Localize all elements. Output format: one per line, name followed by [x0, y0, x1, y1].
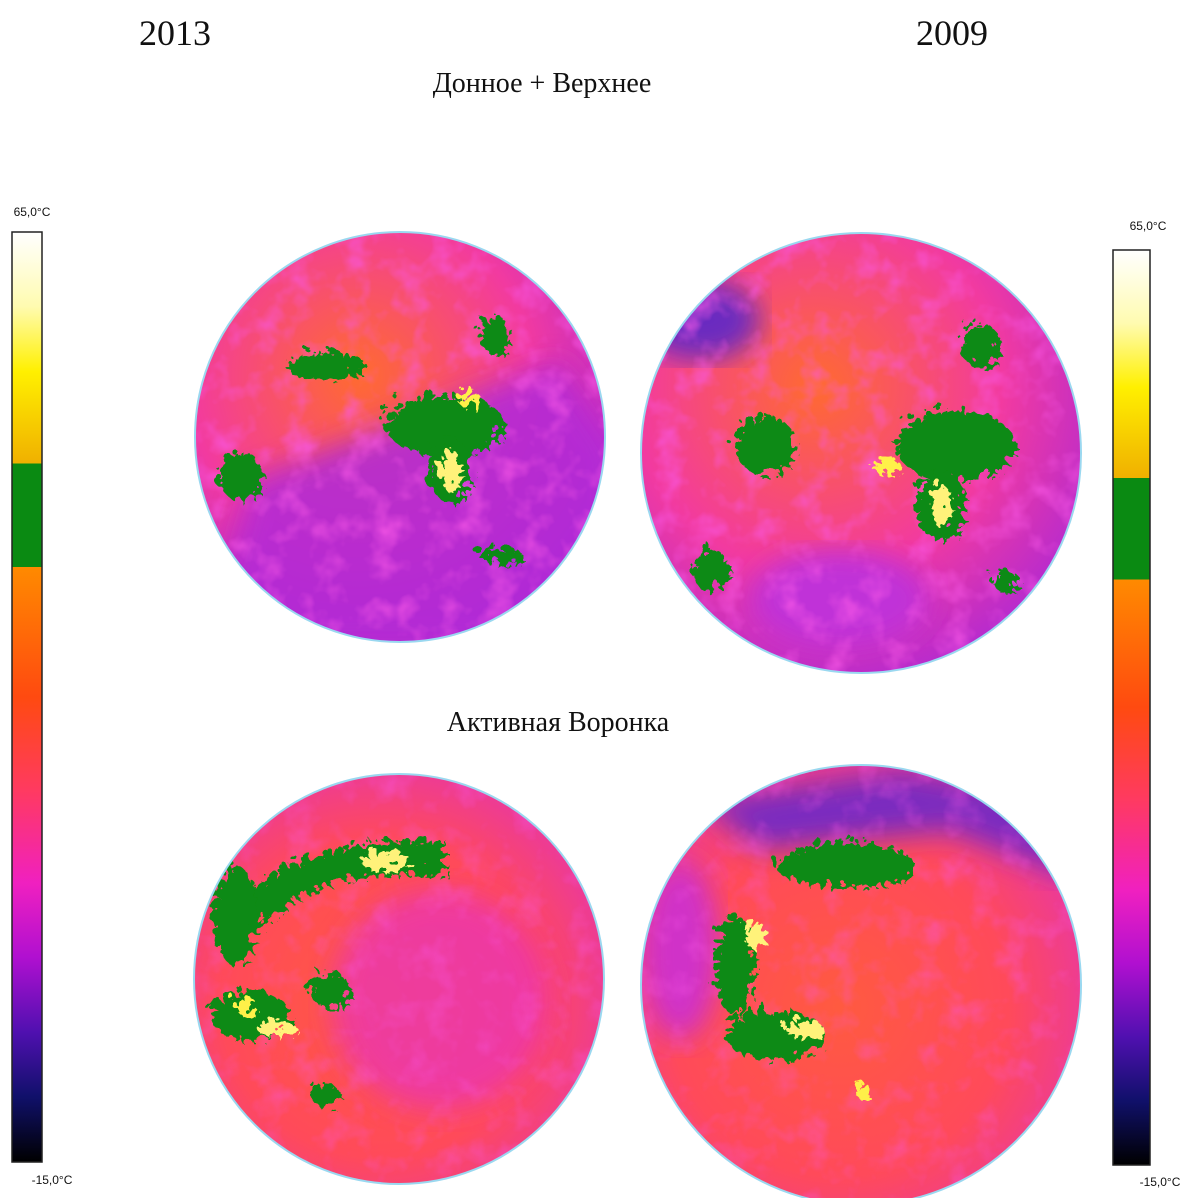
scale-min-label: -15,0°C [1140, 1175, 1181, 1189]
color-scale [12, 232, 42, 1162]
year-label: 2009 [916, 13, 988, 53]
scale-max-label: 65,0°C [14, 205, 51, 219]
row-title: Активная Воронка [447, 707, 670, 738]
year-label: 2013 [139, 13, 211, 53]
thermal-image [195, 232, 620, 650]
color-scale [1113, 250, 1150, 1165]
scale-min-label: -15,0°C [32, 1173, 73, 1187]
figure: 2013 2009 Донное + Верхнее Активная Воро… [0, 0, 1200, 1198]
thermal-image [194, 774, 604, 1184]
thermal-image [640, 233, 1081, 673]
scale-max-label: 65,0°C [1130, 219, 1167, 233]
page: 2013 2009 Донное + Верхнее Активная Воро… [0, 0, 1200, 1198]
row-title: Донное + Верхнее [433, 68, 652, 99]
